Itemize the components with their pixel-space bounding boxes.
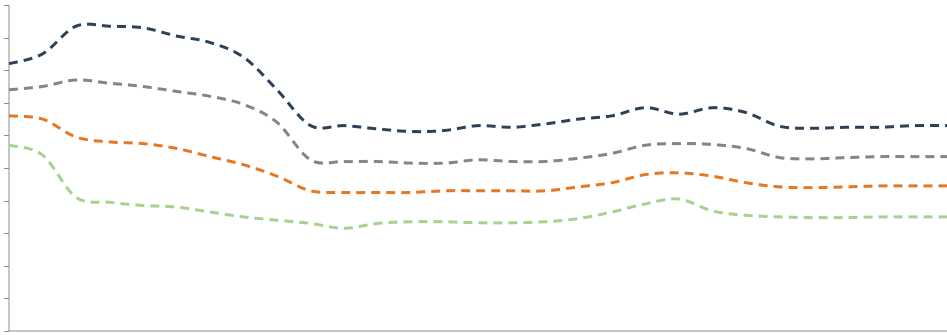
series-line-2 — [8, 78, 947, 165]
series-group — [8, 22, 947, 230]
axes — [4, 5, 947, 332]
series-line-1 — [8, 22, 947, 134]
series-line-4 — [8, 143, 947, 230]
series-line-3 — [8, 114, 947, 195]
